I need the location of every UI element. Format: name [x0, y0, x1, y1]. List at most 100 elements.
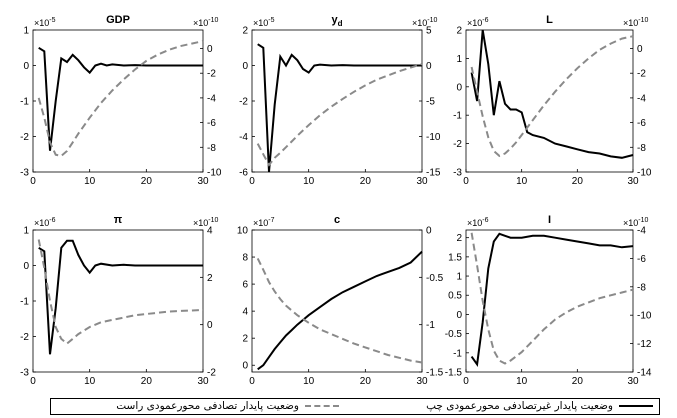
- left-tick-label: 2: [242, 334, 248, 345]
- right-tick-label: 4: [207, 226, 213, 237]
- right-tick-label: -14: [637, 368, 652, 379]
- left-tick-label: 0: [23, 261, 29, 272]
- left-tick-label: 1: [23, 226, 29, 237]
- panel-5: 0 10 20 30 0 2 4 6 8 10 -1.5 -1 -0.5 0 ×10-7 c: [237, 214, 444, 387]
- left-tick-label: 0: [456, 82, 462, 93]
- right-tick-label: 2: [207, 273, 213, 284]
- x-tick-label: 30: [627, 376, 639, 387]
- left-axis-exponent-power: -5: [268, 17, 274, 24]
- series-line-stochastic: [37, 239, 204, 345]
- left-axis-exponent-power: -7: [268, 217, 274, 224]
- right-axis-exponent-power: -10: [638, 217, 648, 224]
- x-tick-label: 30: [416, 176, 428, 187]
- right-tick-label: -8: [207, 143, 216, 154]
- x-tick-label: 0: [463, 176, 469, 187]
- right-tick-label: -4: [637, 226, 646, 237]
- right-tick-label: -10: [207, 168, 222, 179]
- right-tick-label: -0.5: [426, 273, 444, 284]
- left-tick-label: 0: [23, 61, 29, 72]
- panel-title: I: [548, 214, 551, 226]
- left-tick-label: -1: [453, 111, 462, 122]
- x-tick-label: 20: [141, 376, 153, 387]
- right-tick-label: -15: [426, 168, 441, 179]
- right-tick-label: -1.5: [426, 368, 444, 379]
- legend-label-nonstochastic: وضعیت پایدار غیرتصادفی محورعمودی چپ: [426, 400, 613, 412]
- left-tick-label: 0.5: [448, 291, 462, 302]
- legend-label-stochastic: وضعیت پایدار تصادفی محورعمودی راست: [116, 400, 299, 412]
- legend-box: وضعیت پایدار غیرتصادفی محورعمودی چپ وضعی…: [50, 398, 660, 415]
- panel-title: GDP: [106, 14, 130, 26]
- panel-6: 0 10 20 30 -1.5 -1 -0.5 0 0.5 1 1.5 2 -14 -12 -10 -8 -6 -…: [445, 214, 652, 387]
- legend-swatch-solid: [619, 405, 653, 407]
- plot-frame: [251, 229, 423, 373]
- left-tick-label: -1: [20, 297, 29, 308]
- right-tick-label: -2: [637, 69, 646, 80]
- x-tick-label: 20: [360, 376, 372, 387]
- panel-title-subscript: d: [338, 19, 343, 28]
- right-tick-label: 0: [637, 44, 643, 55]
- left-tick-label: -6: [239, 168, 248, 179]
- left-tick-label: -2: [239, 97, 248, 108]
- right-tick-label: -5: [426, 97, 435, 108]
- series-line-nonstochastic: [257, 250, 423, 371]
- right-tick-label: 0: [426, 61, 432, 72]
- left-tick-label: 0: [242, 361, 248, 372]
- series-line-nonstochastic: [470, 232, 634, 367]
- left-tick-label: -2: [20, 332, 29, 343]
- left-tick-label: -2: [453, 139, 462, 150]
- left-tick-label: -3: [20, 168, 29, 179]
- left-tick-label: 1: [456, 272, 462, 283]
- plot-frame: [465, 229, 634, 373]
- plot-frame: [251, 29, 423, 173]
- x-tick-label: 10: [84, 376, 96, 387]
- x-tick-label: 0: [249, 376, 255, 387]
- left-tick-label: 2: [456, 26, 462, 37]
- x-tick-label: 10: [516, 376, 528, 387]
- left-tick-label: 1.5: [448, 252, 462, 263]
- plot-frame: [32, 29, 204, 173]
- series-line-stochastic: [470, 232, 634, 365]
- left-tick-label: -3: [453, 168, 462, 179]
- right-tick-label: -2: [207, 69, 216, 80]
- x-tick-label: 20: [360, 176, 372, 187]
- panel-2: 0 10 20 30 -6 -4 -2 0 2 -15 -10 -5 0 5 ×10-5 ×10-10 yd: [239, 14, 441, 187]
- right-tick-label: -1: [426, 320, 435, 331]
- panel-title: yd: [331, 14, 342, 28]
- left-tick-label: 0: [456, 310, 462, 321]
- series-line-nonstochastic: [257, 43, 422, 173]
- x-tick-label: 30: [627, 176, 639, 187]
- series-line-nonstochastic: [470, 29, 634, 159]
- left-tick-label: -0.5: [445, 329, 463, 340]
- right-axis-exponent-power: -10: [638, 17, 648, 24]
- left-tick-label: 10: [237, 226, 249, 237]
- x-tick-label: 20: [141, 176, 153, 187]
- right-tick-label: -10: [637, 311, 652, 322]
- panel-title: π: [114, 214, 123, 226]
- right-tick-label: -6: [637, 118, 646, 129]
- right-axis-exponent: ×10-10: [623, 17, 649, 28]
- left-axis-exponent: ×10-5: [253, 17, 275, 28]
- series-line-nonstochastic: [38, 46, 203, 151]
- right-axis-exponent: ×10-10: [412, 17, 438, 28]
- x-tick-label: 0: [30, 376, 36, 387]
- x-tick-label: 30: [197, 376, 209, 387]
- left-tick-label: -1: [20, 97, 29, 108]
- x-tick-label: 10: [516, 176, 528, 187]
- right-tick-label: 5: [426, 26, 432, 37]
- legend-entry-stochastic: وضعیت پایدار تصادفی محورعمودی راست: [116, 400, 339, 412]
- panel-1: 0 10 20 30-3-2-101-10-8-6-4-20×10-5 ×10-10GD…: [20, 14, 222, 187]
- left-tick-label: 4: [242, 307, 248, 318]
- left-axis-exponent: ×10-6: [467, 17, 489, 28]
- x-tick-label: 20: [572, 176, 584, 187]
- series-line-stochastic: [256, 63, 423, 167]
- x-tick-label: 30: [197, 176, 209, 187]
- left-tick-label: 6: [242, 280, 248, 291]
- x-tick-label: 10: [84, 176, 96, 187]
- left-axis-exponent-power: -5: [49, 17, 55, 24]
- left-tick-label: -3: [20, 368, 29, 379]
- left-tick-label: 1: [456, 54, 462, 65]
- left-tick-label: 1: [23, 26, 29, 37]
- left-axis-exponent-power: -6: [482, 217, 488, 224]
